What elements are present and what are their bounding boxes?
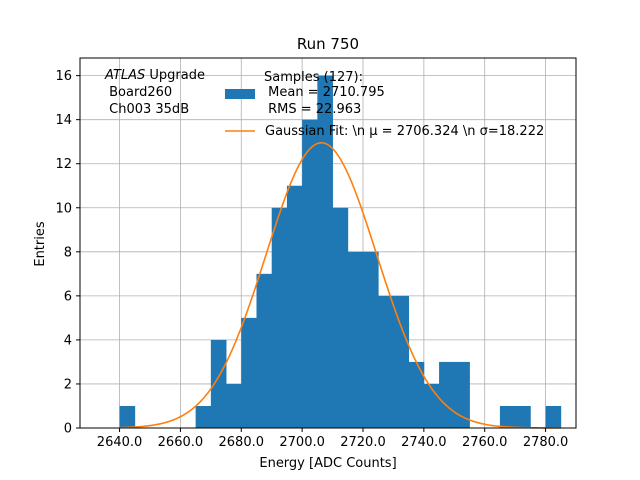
- x-tick-label: 2760.0: [462, 435, 508, 450]
- x-tick-label: 2780.0: [523, 435, 569, 450]
- x-tick-label: 2640.0: [97, 435, 143, 450]
- legend-mean-label: Mean = 2710.795: [264, 85, 385, 100]
- histogram-bars: [119, 75, 562, 429]
- histogram-bar: [378, 295, 394, 428]
- board-annotation: Board260: [105, 85, 172, 100]
- atlas-annotation: ATLAS Upgrade: [104, 68, 205, 83]
- histogram-bar: [271, 207, 288, 428]
- gaussian-fit-curve: [119, 141, 561, 429]
- legend-samples-label: Samples (127):: [264, 70, 363, 85]
- x-axis-label: Energy [ADC Counts]: [259, 456, 396, 471]
- histogram-bar: [393, 295, 410, 428]
- channel-annotation: Ch003 35dB: [105, 102, 189, 117]
- legend-bar-swatch: [225, 89, 255, 99]
- x-tick-label: 2680.0: [219, 435, 265, 450]
- y-tick-label: 2: [64, 377, 72, 392]
- histogram-bar: [332, 207, 349, 428]
- histogram-bar: [256, 273, 273, 428]
- experiment-name: ATLAS: [104, 68, 145, 83]
- y-tick-label: 14: [55, 113, 72, 128]
- histogram-bar: [241, 317, 257, 428]
- y-tick-label: 0: [64, 422, 72, 437]
- y-axis-label: Entries: [33, 221, 48, 267]
- histogram-bar: [302, 119, 318, 429]
- y-tick-label: 12: [55, 157, 72, 172]
- y-tick-label: 8: [64, 245, 72, 260]
- histogram-bar: [408, 361, 425, 428]
- x-tick-label: 2660.0: [158, 435, 204, 450]
- y-tick-label: 16: [55, 69, 72, 84]
- histogram-bar: [119, 405, 136, 428]
- y-tick-label: 6: [64, 289, 72, 304]
- histogram-bar: [226, 383, 242, 428]
- y-axis-ticks: 0 2 4 6 8 10 12 14 16: [55, 69, 80, 437]
- histogram-bar: [210, 339, 227, 428]
- x-axis-ticks: 2640.0 2660.0 2680.0 2700.0 2720.0 2740.0 2760…: [97, 428, 569, 450]
- histogram-bar: [347, 251, 364, 428]
- x-tick-label: 2720.0: [340, 435, 386, 450]
- histogram-bar: [515, 405, 531, 428]
- x-tick-label: 2700.0: [279, 435, 325, 450]
- histogram-bar: [317, 75, 333, 428]
- histogram-bar: [423, 383, 440, 428]
- histogram-bar: [499, 405, 516, 428]
- histogram-bar: [545, 405, 562, 428]
- histogram-bar: [195, 405, 212, 428]
- histogram-bar: [439, 361, 455, 428]
- y-tick-label: 10: [55, 201, 72, 216]
- histogram-bar: [362, 251, 379, 428]
- plot-frame: [79, 57, 577, 429]
- chart-title: Run 750: [297, 35, 359, 53]
- x-tick-label: 2740.0: [401, 435, 447, 450]
- histogram-bar: [454, 361, 470, 428]
- histogram-bar: [286, 185, 303, 428]
- legend-rms-label: RMS = 22.963: [264, 102, 361, 117]
- experiment-suffix: Upgrade: [145, 68, 205, 83]
- legend-fit-label: Gaussian Fit: \n μ = 2706.324 \n σ=18.22…: [265, 124, 544, 139]
- y-tick-label: 4: [64, 333, 72, 348]
